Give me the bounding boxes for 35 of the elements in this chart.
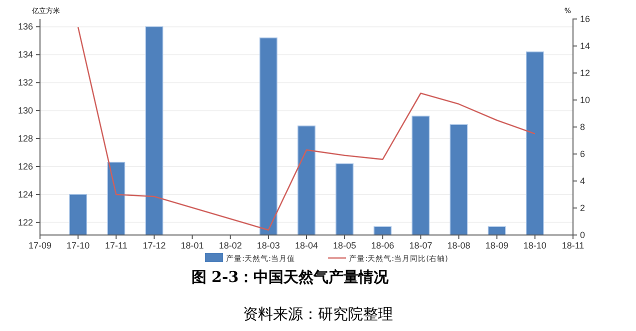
y2-tick-label: 0 [580,230,586,240]
x-tick-label: 18-01 [180,240,204,250]
y-tick-label: 134 [18,50,33,60]
y2-tick-label: 4 [580,176,586,186]
y-tick-label: 126 [18,161,33,172]
y-tick-label: 132 [18,77,33,88]
x-tick-label: 17-09 [28,240,52,250]
y2-tick-label: 16 [580,14,590,24]
x-tick-label: 17-12 [142,240,166,250]
x-tick-label: 18-04 [294,240,318,250]
text: 资料来源：研究院整理 [243,305,393,323]
line-series [77,26,536,231]
x-tick-label: 17-11 [104,240,128,250]
x-tick-label: 18-02 [218,240,242,250]
x-tick-label: 18-03 [256,240,280,250]
y-tick-label: 122 [18,217,33,228]
y2-tick-label: 10 [580,94,590,105]
y2-tick-label: 2 [580,202,586,213]
y2-tick-label: 8 [580,122,586,132]
y-tick-label: 136 [18,22,33,32]
x-tick-label: 18-05 [333,240,356,250]
y2-tick-label: 14 [580,40,590,51]
x-tick-label: 18-10 [523,240,546,250]
x-tick-label: 18-06 [371,240,394,250]
x-tick-label: 17-10 [66,240,90,250]
x-tick-label: 18-11 [562,240,584,250]
x-tick-label: 18-07 [409,240,432,250]
y-tick-label: 128 [18,133,33,144]
text: 图 2-3：中国天然气产量情况 [191,268,390,286]
y-tick-label: 130 [18,105,33,116]
y2-tick-label: 12 [580,68,590,78]
x-tick-label: 18-09 [485,240,508,250]
y-tick-label: 124 [18,189,33,200]
y2-tick-label: 6 [580,148,586,159]
x-tick-label: 18-08 [447,240,470,250]
